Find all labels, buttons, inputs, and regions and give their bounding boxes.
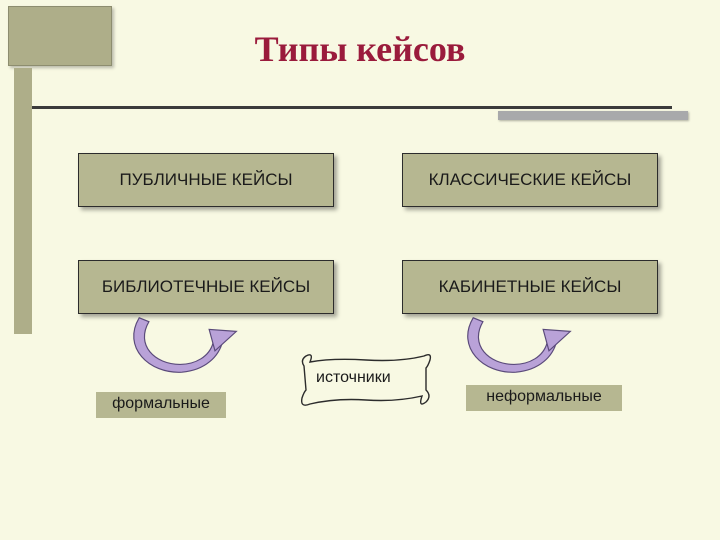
case-box-label: ПУБЛИЧНЫЕ КЕЙСЫ — [119, 170, 292, 190]
case-box-label: БИБЛИОТЕЧНЫЕ КЕЙСЫ — [102, 277, 310, 297]
tag-formal: формальные — [96, 392, 226, 418]
case-box-public: ПУБЛИЧНЫЕ КЕЙСЫ — [78, 153, 334, 207]
divider-accent — [498, 111, 688, 120]
case-box-cabinet: КАБИНЕТНЫЕ КЕЙСЫ — [402, 260, 658, 314]
decor-side-bar — [14, 68, 32, 334]
curved-arrow-left-icon — [120, 310, 240, 378]
tag-informal: неформальные — [466, 385, 622, 411]
scroll-label: источники — [316, 369, 391, 387]
tag-label: неформальные — [486, 388, 602, 405]
page-title: Типы кейсов — [0, 28, 720, 70]
case-box-label: КАБИНЕТНЫЕ КЕЙСЫ — [439, 277, 622, 297]
curved-arrow-right-icon — [454, 310, 574, 378]
case-box-library: БИБЛИОТЕЧНЫЕ КЕЙСЫ — [78, 260, 334, 314]
divider-main — [32, 106, 672, 109]
case-box-label: КЛАССИЧЕСКИЕ КЕЙСЫ — [429, 170, 632, 190]
tag-label: формальные — [112, 395, 210, 412]
case-box-classic: КЛАССИЧЕСКИЕ КЕЙСЫ — [402, 153, 658, 207]
